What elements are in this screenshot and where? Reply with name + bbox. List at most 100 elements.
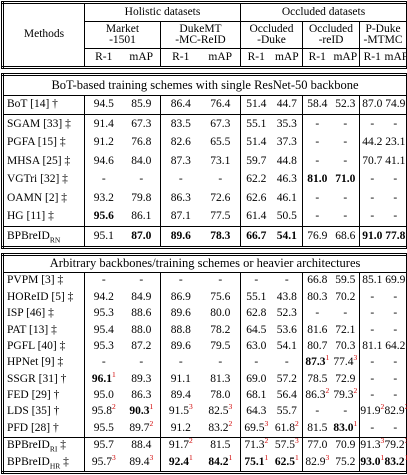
value-cell: -	[332, 404, 360, 420]
value-cell: 61.4	[241, 208, 272, 227]
value-cell: 95.73	[85, 454, 123, 472]
value-cell: 70.7	[360, 152, 385, 171]
method-cell: HOReID [5] ‡	[3, 289, 85, 305]
value-cell: 41.1	[385, 152, 407, 171]
metric-header: mAP	[272, 49, 303, 68]
value: 91.7	[169, 439, 189, 451]
value-cell: 89.6	[161, 338, 201, 354]
value: -	[315, 118, 319, 130]
value: -	[370, 356, 374, 368]
value: 70.7	[362, 155, 382, 167]
value-cell: 80.3	[303, 289, 332, 305]
value: 87.3	[305, 356, 325, 368]
method-cell: SGAM [33] ‡	[3, 115, 85, 134]
value-cell: 91.4	[85, 115, 123, 134]
value: -	[393, 173, 397, 185]
value-cell: 55.1	[241, 289, 272, 305]
value-cell: 89.6	[161, 227, 201, 248]
method-name: BPBreID	[7, 230, 50, 242]
value-cell: 95.0	[85, 388, 123, 404]
value-cell: 83.01	[332, 420, 360, 437]
value: 66.8	[307, 274, 327, 286]
value: 81.3	[210, 373, 230, 385]
value: -	[393, 291, 397, 303]
value-cell: 89.72	[123, 420, 161, 437]
value-cell: 56.4	[272, 388, 303, 404]
value-cell: -	[385, 208, 407, 227]
value-cell: -	[360, 289, 385, 305]
value-cell: -	[360, 208, 385, 227]
value-cell: 58.4	[303, 95, 332, 115]
section-title: Arbitrary backbones/training schemes or …	[3, 254, 407, 272]
value: 83.0	[333, 422, 353, 434]
section-title-row: Arbitrary backbones/training schemes or …	[3, 254, 407, 272]
value: 44.2	[362, 136, 382, 148]
value: 94.5	[94, 98, 114, 110]
value: 69.0	[246, 373, 266, 385]
value-cell: 76.8	[123, 134, 161, 153]
value: 87.0	[362, 98, 382, 110]
rank-superscript: 1	[189, 453, 193, 462]
value-cell: 88.6	[123, 306, 161, 322]
value-cell: 76.4	[201, 95, 241, 115]
value-cell: 75.6	[201, 289, 241, 305]
value-cell: 79.23	[385, 437, 407, 454]
value: 65.5	[210, 136, 230, 148]
value-cell: 62.8	[241, 306, 272, 322]
value: 84.9	[131, 291, 151, 303]
value: 62.5	[275, 456, 295, 468]
value-cell: 53.6	[272, 322, 303, 338]
value-cell: -	[360, 420, 385, 437]
value-cell: 52.3	[332, 95, 360, 115]
value-cell: 70.3	[332, 338, 360, 354]
value: 71.0	[335, 173, 355, 185]
value: -	[315, 155, 319, 167]
value: 88.4	[131, 439, 151, 451]
value-cell: 91.72	[161, 437, 201, 454]
value-cell: -	[303, 306, 332, 322]
value-cell: 95.82	[85, 404, 123, 420]
metric-header: mAP	[385, 49, 407, 68]
value-cell: 77.43	[332, 355, 360, 371]
value-cell: -	[201, 272, 241, 289]
value-cell: 55.1	[241, 115, 272, 134]
value: 69.5	[244, 422, 264, 434]
method-cell: MHSA [25] ‡	[3, 152, 85, 171]
value: 80.3	[307, 291, 327, 303]
method-name: BPBreID	[7, 439, 50, 451]
value: 88.0	[131, 324, 151, 336]
value-cell: 67.3	[123, 115, 161, 134]
value-cell: 89.6	[161, 306, 201, 322]
rank-superscript: 1	[295, 453, 299, 462]
value: -	[254, 274, 258, 286]
value-cell: 71.32	[241, 437, 272, 454]
value-cell: -	[272, 355, 303, 371]
value-cell: 86.4	[161, 95, 201, 115]
value-cell: 66.8	[303, 272, 332, 289]
value: 87.2	[131, 340, 151, 352]
value-cell: -	[385, 420, 407, 437]
value-cell: 91.2	[161, 420, 201, 437]
method-cell: PGFL [40] ‡	[3, 338, 85, 354]
value-cell: 85.1	[360, 272, 385, 289]
value: 62.8	[246, 307, 266, 319]
value-cell: -	[303, 404, 332, 420]
value: 78.5	[307, 373, 327, 385]
value-cell: 51.4	[241, 134, 272, 153]
value: -	[102, 274, 106, 286]
value-cell: -	[303, 208, 332, 227]
value-cell: 61.82	[272, 420, 303, 437]
value-cell: 64.5	[241, 322, 272, 338]
value-cell: -	[303, 189, 332, 208]
methods-header: Methods	[3, 3, 85, 68]
value: -	[315, 405, 319, 417]
value-cell: 91.53	[161, 404, 201, 420]
value: -	[393, 307, 397, 319]
value: 91.4	[94, 118, 114, 130]
value-cell: 83.5	[161, 115, 201, 134]
value-cell: 89.3	[123, 371, 161, 387]
